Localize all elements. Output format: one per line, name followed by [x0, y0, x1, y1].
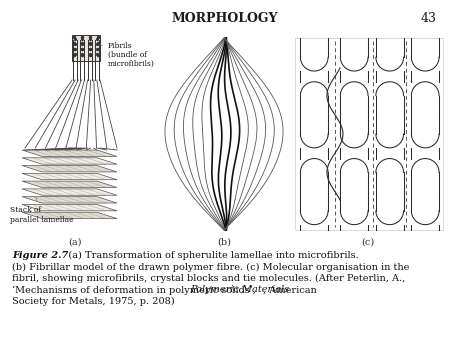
Text: Figure 2.7: Figure 2.7 [12, 251, 68, 260]
Polygon shape [22, 166, 117, 172]
Polygon shape [22, 204, 117, 211]
Polygon shape [22, 150, 117, 156]
Polygon shape [22, 173, 117, 180]
Text: 43: 43 [421, 11, 437, 24]
Bar [295, 38, 443, 230]
Text: (c): (c) [361, 238, 374, 247]
Text: fibril, showing microfibrils, crystal blocks and tie molecules. (After Peterlin,: fibril, showing microfibrils, crystal bl… [12, 274, 405, 283]
Text: ‘Mechanisms of deformation in polymeric solids’,: ‘Mechanisms of deformation in polymeric … [12, 286, 259, 295]
Text: MORPHOLOGY: MORPHOLOGY [172, 11, 278, 24]
Text: (b) Fibrillar model of the drawn polymer fibre. (c) Molecular organisation in th: (b) Fibrillar model of the drawn polymer… [12, 263, 410, 272]
Polygon shape [22, 197, 117, 203]
Polygon shape [22, 181, 117, 188]
Text: , American: , American [263, 286, 317, 294]
Text: (a) Transformation of spherulite lamellae into microfibrils.: (a) Transformation of spherulite lamella… [59, 251, 359, 260]
Polygon shape [22, 189, 117, 195]
Polygon shape [22, 158, 117, 164]
Text: Fibrils
(bundle of
microfibrils): Fibrils (bundle of microfibrils) [100, 42, 155, 68]
Text: (a): (a) [68, 238, 82, 247]
Text: Stack of
parallel lamellae: Stack of parallel lamellae [10, 198, 74, 224]
Bar [72, 35, 100, 61]
Text: Polymeric Materials: Polymeric Materials [190, 286, 289, 294]
Text: (b): (b) [217, 238, 231, 247]
Text: Society for Metals, 1975, p. 208): Society for Metals, 1975, p. 208) [12, 297, 175, 306]
Polygon shape [22, 212, 117, 219]
